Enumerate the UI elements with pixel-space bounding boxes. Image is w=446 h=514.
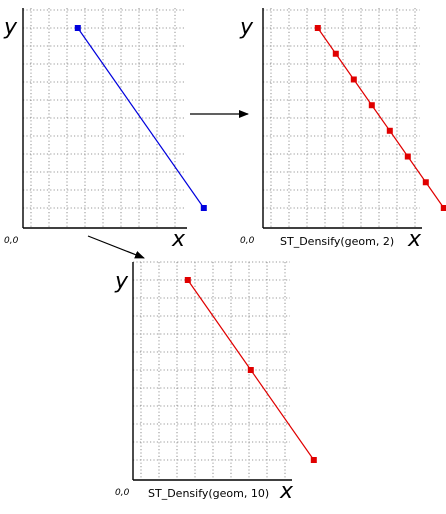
panel-caption: ST_Densify(geom, 2) [280, 235, 394, 248]
panel-caption: ST_Densify(geom, 10) [148, 487, 269, 500]
panel-densify-10: y x 0,0 ST_Densify(geom, 10) [114, 261, 317, 504]
origin-label: 0,0 [115, 488, 130, 498]
vertex-point [184, 277, 191, 283]
geometry [184, 277, 317, 463]
x-axis-label: x [279, 479, 294, 504]
origin-label: 0,0 [240, 236, 255, 246]
geometry [74, 25, 207, 211]
vertex-point [386, 127, 393, 134]
y-axis-label: y [239, 15, 254, 40]
origin-label: 0,0 [4, 236, 19, 246]
linestring [77, 27, 205, 209]
grid [23, 8, 185, 228]
linestring [317, 27, 445, 209]
y-axis-label: y [114, 269, 129, 294]
y-axis-label: y [3, 15, 18, 40]
vertex-point [310, 457, 317, 463]
vertex-point [332, 50, 339, 57]
arrow-to-densify-10 [87, 235, 145, 259]
vertex-point [74, 25, 81, 31]
geometry [314, 25, 446, 211]
vertex-point [440, 205, 446, 211]
panel-original: y x 0,0 [3, 8, 207, 252]
x-axis-label: x [171, 227, 186, 252]
vertex-point [314, 25, 321, 31]
vertex-point [247, 367, 254, 373]
grid [263, 8, 420, 228]
vertex-point [422, 179, 429, 186]
vertex-point [404, 153, 411, 160]
vertex-point [350, 76, 357, 83]
x-axis-label: x [407, 227, 422, 252]
panel-densify-2: y x 0,0 ST_Densify(geom, 2) [239, 8, 446, 252]
vertex-point [368, 102, 375, 109]
vertex-point [200, 205, 207, 211]
grid [133, 261, 290, 480]
